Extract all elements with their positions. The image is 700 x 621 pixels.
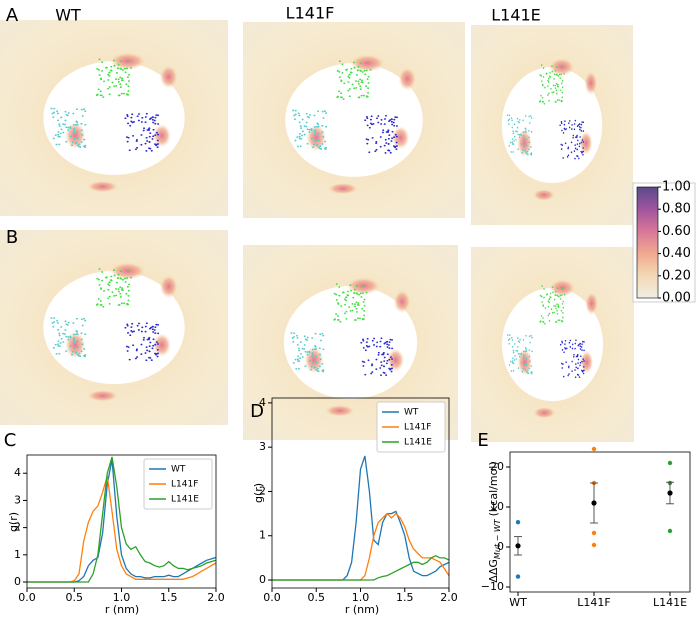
line-series: [272, 554, 450, 581]
y-tick-label: 20: [490, 460, 504, 473]
y-tick-label: 4: [14, 466, 21, 479]
column-title: WT: [55, 6, 81, 25]
x-axis-label: r (nm): [105, 603, 139, 616]
x-tick-label: 0.5: [308, 591, 326, 604]
data-point: [591, 542, 597, 548]
panel-label: A: [6, 5, 19, 26]
panel-label: B: [6, 227, 18, 248]
x-tick-label: 1.5: [160, 591, 178, 604]
y-axis-label: g(r): [252, 483, 265, 503]
y-tick-label: 4: [259, 396, 266, 409]
heatmap-image: [471, 247, 634, 442]
colorbar: [636, 186, 659, 299]
panel-label: D: [250, 401, 264, 422]
y-tick-label: 2: [14, 521, 21, 534]
data-point: [591, 446, 597, 452]
legend-label: L141F: [171, 480, 198, 490]
panel-label: C: [4, 430, 17, 451]
data-point: [515, 520, 521, 525]
y-axis-label: ΔΔGMut − WT(kcal/mol): [487, 461, 502, 582]
x-tick-label: 2.0: [440, 591, 458, 604]
y-tick-label: 3: [14, 493, 21, 506]
y-tick-label: 2: [259, 484, 266, 497]
y-tick-label: 0.80: [662, 202, 691, 217]
axes-frame: [26, 454, 217, 589]
data-point: [591, 530, 597, 536]
x-tick-label: 1.0: [113, 591, 131, 604]
legend-label: L141E: [171, 495, 199, 505]
legend-label: L141E: [404, 438, 432, 448]
x-tick-label: 0.0: [263, 591, 281, 604]
y-tick-label: 0.60: [662, 224, 691, 239]
column-title: L141E: [491, 6, 541, 25]
data-point: [515, 574, 521, 579]
y-tick-label: 0: [497, 540, 504, 553]
legend: [143, 458, 213, 510]
y-tick-label: −10: [481, 580, 504, 593]
x-axis-label: r (nm): [345, 603, 379, 616]
y-tick-label: 1: [259, 529, 266, 542]
y-tick-label: 1.00: [662, 180, 691, 195]
y-axis-label: g(r): [7, 512, 20, 532]
y-tick-label: 0: [259, 573, 266, 586]
legend: [376, 401, 446, 453]
x-tick-label: 0.5: [66, 591, 84, 604]
x-tick-label: L141F: [577, 596, 610, 609]
y-tick-label: 0.00: [662, 291, 691, 306]
legend-label: L141F: [404, 423, 431, 433]
legend-label: WT: [171, 465, 186, 475]
x-tick-label: L141E: [653, 596, 687, 609]
axes-frame: [509, 451, 691, 593]
axes-frame: [271, 397, 450, 589]
panel-label: E: [477, 430, 488, 451]
line-series: [27, 456, 217, 583]
line-series: [272, 512, 450, 581]
y-tick-label: 10: [490, 500, 504, 513]
heatmap-image: [0, 230, 228, 425]
x-tick-label: 2.0: [207, 591, 225, 604]
x-tick-label: 1.0: [352, 591, 370, 604]
heatmap-image: [243, 22, 465, 218]
mean-point: [515, 543, 521, 549]
heatmap-image: [0, 20, 228, 216]
data-point: [667, 460, 673, 466]
line-series: [272, 455, 450, 581]
y-tick-label: 3: [259, 440, 266, 453]
y-tick-label: 0.40: [662, 246, 691, 261]
mean-point: [591, 500, 597, 506]
mean-point: [667, 490, 673, 496]
y-tick-label: 0: [14, 575, 21, 588]
legend-label: WT: [404, 408, 419, 418]
y-tick-label: 1: [14, 548, 21, 561]
heatmap-image: [471, 25, 633, 225]
data-point: [667, 528, 673, 534]
y-tick-label: 0.20: [662, 268, 691, 283]
x-tick-label: 1.5: [396, 591, 414, 604]
column-title: L141F: [286, 4, 335, 23]
x-tick-label: 0.0: [18, 591, 36, 604]
x-tick-label: WT: [509, 596, 527, 609]
